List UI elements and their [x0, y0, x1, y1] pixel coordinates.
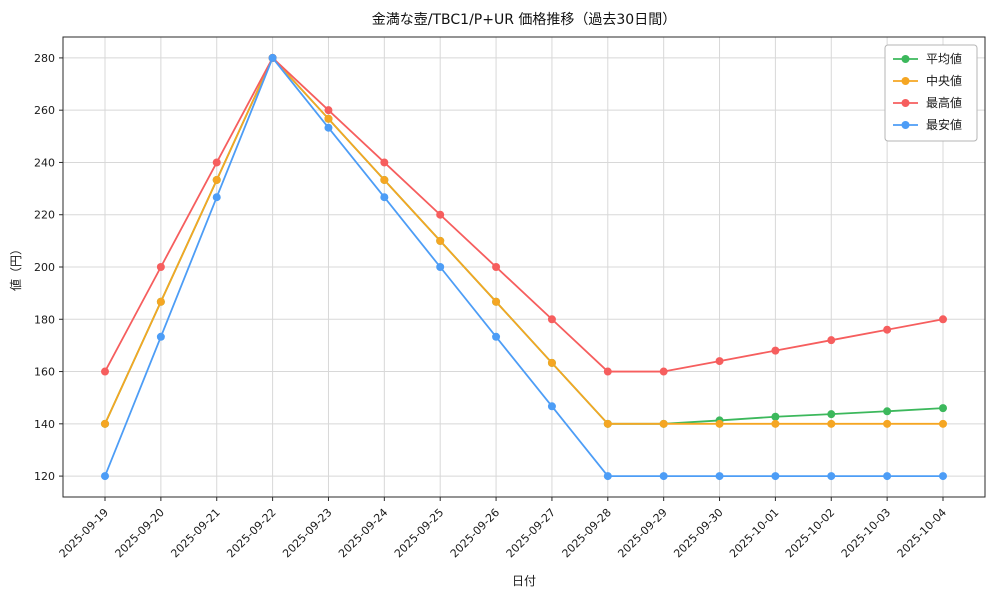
y-tick-label: 120 — [34, 470, 55, 483]
data-point — [380, 175, 389, 184]
y-axis: 120 140 160 180 200 220 240 260 280 — [34, 52, 63, 483]
legend-item-0: 平均値 — [893, 51, 962, 66]
data-point — [212, 158, 221, 167]
data-point — [659, 367, 668, 376]
y-tick-label: 200 — [34, 261, 55, 274]
data-point — [101, 419, 109, 428]
x-axis-label: 日付 — [512, 574, 536, 588]
y-tick-label: 260 — [34, 104, 55, 117]
legend-box — [884, 44, 978, 142]
data-point — [939, 315, 947, 324]
legend-label: 中央値 — [926, 73, 962, 88]
data-point — [547, 402, 556, 411]
legend-label: 平均値 — [926, 51, 962, 66]
data-point — [156, 297, 165, 306]
chart-title: 金満な壺/TBC1/P+UR 価格推移（過去30日間） — [372, 12, 676, 28]
y-tick-label: 280 — [34, 52, 55, 65]
data-point — [547, 315, 556, 324]
data-point — [659, 419, 668, 428]
legend-marker — [901, 55, 910, 63]
legend-label: 最高値 — [926, 95, 962, 110]
data-point — [324, 114, 333, 123]
data-point — [827, 472, 836, 481]
legend-marker — [901, 99, 910, 107]
legend-marker — [901, 121, 910, 129]
data-point — [659, 472, 668, 481]
data-point — [212, 175, 221, 184]
legend-item-1: 中央値 — [893, 73, 962, 88]
legend-label: 最安値 — [926, 117, 962, 132]
data-point — [827, 419, 836, 428]
data-point — [883, 419, 892, 428]
data-point — [883, 472, 892, 481]
data-point — [492, 263, 501, 271]
data-point — [380, 193, 389, 202]
data-point — [827, 336, 836, 345]
data-point — [156, 263, 165, 271]
data-point — [883, 407, 892, 416]
data-point — [436, 236, 445, 245]
data-point — [324, 123, 333, 132]
data-point — [212, 193, 221, 202]
data-point — [603, 419, 612, 428]
data-point — [436, 263, 445, 271]
data-point — [715, 419, 724, 428]
data-point — [939, 419, 947, 428]
legend-item-2: 最高値 — [893, 95, 962, 110]
y-axis-label: 値（円） — [8, 243, 23, 291]
data-point — [603, 367, 612, 376]
data-point — [603, 472, 612, 481]
data-point — [939, 404, 947, 413]
legend-item-3: 最安値 — [893, 117, 962, 132]
data-point — [771, 472, 780, 481]
y-tick-label: 160 — [34, 366, 55, 379]
data-point — [492, 332, 501, 341]
y-tick-label: 180 — [34, 313, 55, 326]
data-point — [101, 472, 109, 481]
series-line-3 — [101, 53, 947, 481]
data-point — [436, 210, 445, 219]
legend-marker — [901, 77, 910, 85]
series-line-2 — [101, 53, 947, 376]
data-point — [883, 325, 892, 334]
data-point — [547, 358, 556, 367]
data-point — [827, 410, 836, 419]
data-point — [939, 472, 947, 481]
data-point — [771, 346, 780, 355]
y-tick-label: 140 — [34, 418, 55, 431]
y-tick-label: 240 — [34, 156, 55, 169]
data-point — [268, 53, 277, 62]
y-tick-label: 220 — [34, 209, 55, 222]
data-point — [324, 106, 333, 115]
data-point — [771, 419, 780, 428]
data-point — [715, 357, 724, 366]
data-point — [101, 367, 109, 376]
data-point — [771, 412, 780, 421]
data-point — [380, 158, 389, 167]
data-point — [156, 332, 165, 341]
data-point — [492, 297, 501, 306]
data-point — [715, 472, 724, 481]
